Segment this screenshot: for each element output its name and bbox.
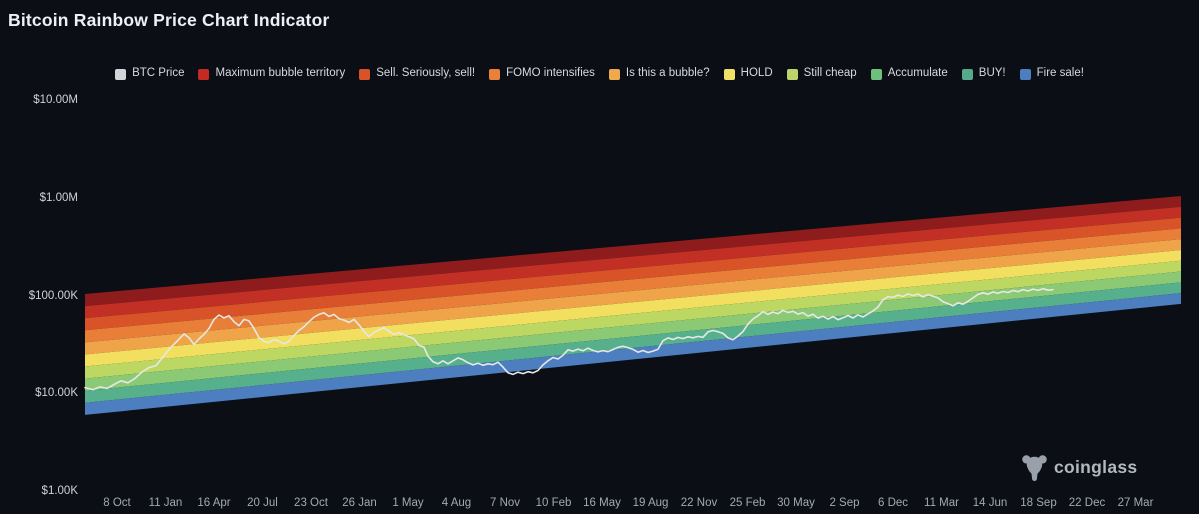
- x-axis-label: 22 Dec: [1068, 497, 1106, 509]
- legend-swatch: [961, 68, 973, 80]
- x-axis-label: 30 May: [777, 497, 815, 509]
- x-axis-label: 26 Jan: [342, 497, 377, 509]
- legend-label: FOMO intensifies: [506, 67, 595, 80]
- x-axis-label: 23 Oct: [294, 497, 328, 509]
- legend-item[interactable]: HOLD: [723, 67, 773, 80]
- btc-price-line: [84, 287, 1054, 391]
- rainbow-band-stripe: [85, 206, 1181, 319]
- x-axis-label: 7 Nov: [489, 497, 521, 509]
- page-title: Bitcoin Rainbow Price Chart Indicator: [8, 10, 330, 30]
- chart-legend: BTC Price Maximum bubble territory Sell. S…: [0, 66, 1199, 82]
- legend-swatch: [359, 68, 371, 80]
- x-axis-label: 18 Sep: [1020, 497, 1057, 509]
- legend-swatch: [198, 68, 210, 80]
- legend-label: HOLD: [740, 67, 773, 80]
- x-axis-label: 6 Dec: [877, 497, 909, 509]
- x-axis-label: 11 Mar: [924, 497, 959, 509]
- legend-label: Maximum bubble territory: [215, 67, 346, 80]
- legend-label: Fire sale!: [1036, 67, 1084, 80]
- y-axis-label: $100.00K: [28, 289, 78, 302]
- legend-swatch: [786, 68, 798, 80]
- x-axis-label: 10 Feb: [535, 497, 572, 509]
- legend-label: BTC Price: [132, 67, 185, 80]
- rainbow-band-stripe: [85, 196, 1181, 307]
- x-axis-label: 11 Jan: [148, 497, 183, 509]
- legend-swatch: [608, 68, 620, 80]
- y-axis-label: $1.00M: [39, 191, 78, 204]
- legend-swatch: [723, 68, 735, 80]
- rainbow-band-stripe: [85, 217, 1181, 331]
- x-axis-label: 25 Feb: [729, 497, 766, 509]
- legend-item[interactable]: Is this a bubble?: [608, 67, 710, 80]
- legend-label: Sell. Seriously, sell!: [376, 67, 476, 80]
- legend-item[interactable]: BUY!: [961, 67, 1006, 80]
- x-axis-label: 16 Apr: [197, 497, 231, 509]
- legend-item[interactable]: FOMO intensifies: [489, 68, 595, 80]
- rainbow-band-stripe: [85, 293, 1181, 415]
- legend-swatch: [870, 68, 882, 80]
- legend-swatch: [489, 68, 501, 80]
- legend-label: Accumulate: [887, 67, 948, 80]
- rainbow-band-stripe: [85, 260, 1181, 379]
- legend-swatch: [1019, 68, 1031, 80]
- x-axis-label: 20 Jul: [247, 497, 278, 509]
- legend-label: BUY!: [978, 67, 1006, 80]
- x-axis-label: 2 Sep: [829, 497, 860, 509]
- x-axis-label: 1 May: [392, 497, 424, 509]
- legend-item[interactable]: Still cheap: [786, 67, 857, 80]
- legend-swatch: [115, 68, 127, 80]
- y-axis-label: $1.00K: [41, 485, 78, 497]
- rainbow-band-stripe: [85, 228, 1181, 343]
- legend-label: Is this a bubble?: [625, 67, 710, 80]
- y-axis-label: $10.00K: [35, 387, 78, 400]
- legend-label: Still cheap: [803, 67, 857, 80]
- x-axis-label: 16 May: [583, 497, 621, 509]
- legend-item[interactable]: Sell. Seriously, sell!: [359, 68, 475, 80]
- legend-item[interactable]: Fire sale!: [1019, 67, 1084, 80]
- y-axis-label: $10.00M: [33, 94, 78, 106]
- legend-item[interactable]: BTC Price: [115, 68, 184, 80]
- legend-item[interactable]: Maximum bubble territory: [198, 68, 345, 80]
- x-axis-label: 19 Aug: [632, 497, 669, 509]
- coinglass-watermark[interactable]: coinglass: [1022, 451, 1137, 483]
- x-axis-label: 4 Aug: [441, 497, 472, 509]
- x-axis-label: 22 Nov: [680, 497, 718, 509]
- coinglass-bull-icon: [1022, 454, 1047, 481]
- rainbow-band-stripe: [85, 249, 1181, 367]
- coinglass-watermark-text: coinglass: [1054, 456, 1138, 477]
- x-axis-label: 8 Oct: [103, 497, 131, 509]
- rainbow-band-stripe: [85, 282, 1181, 403]
- legend-item[interactable]: Accumulate: [870, 67, 948, 80]
- rainbow-band-stripe: [85, 271, 1181, 391]
- x-axis-label: 27 Mar: [1117, 497, 1154, 509]
- x-axis-label: 14 Jun: [972, 497, 1008, 509]
